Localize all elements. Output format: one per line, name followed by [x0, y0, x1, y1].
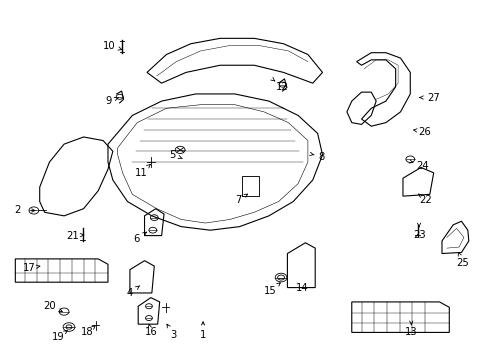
Text: 15: 15 [263, 286, 276, 296]
Text: 26: 26 [418, 127, 430, 136]
Text: 8: 8 [318, 152, 324, 162]
Text: 14: 14 [295, 283, 308, 293]
Text: 19: 19 [52, 332, 64, 342]
Text: 24: 24 [415, 161, 428, 171]
Text: 18: 18 [81, 327, 94, 337]
Text: 10: 10 [102, 41, 115, 50]
Text: 23: 23 [412, 230, 425, 239]
Text: 16: 16 [144, 327, 157, 337]
Text: 22: 22 [419, 195, 431, 205]
Text: 5: 5 [169, 150, 175, 160]
Text: 27: 27 [427, 93, 439, 103]
Text: 13: 13 [404, 327, 417, 337]
Text: 25: 25 [456, 258, 468, 268]
Text: 4: 4 [126, 288, 133, 298]
Text: 17: 17 [22, 263, 35, 273]
Text: 2: 2 [15, 206, 21, 216]
Text: 12: 12 [275, 82, 288, 92]
Text: 7: 7 [235, 195, 242, 205]
Text: 21: 21 [66, 231, 79, 240]
Text: 3: 3 [170, 330, 177, 340]
Text: 20: 20 [43, 301, 56, 311]
Text: 6: 6 [133, 234, 139, 244]
Text: 11: 11 [135, 168, 147, 178]
Text: 9: 9 [105, 96, 112, 106]
Text: 1: 1 [200, 330, 206, 340]
